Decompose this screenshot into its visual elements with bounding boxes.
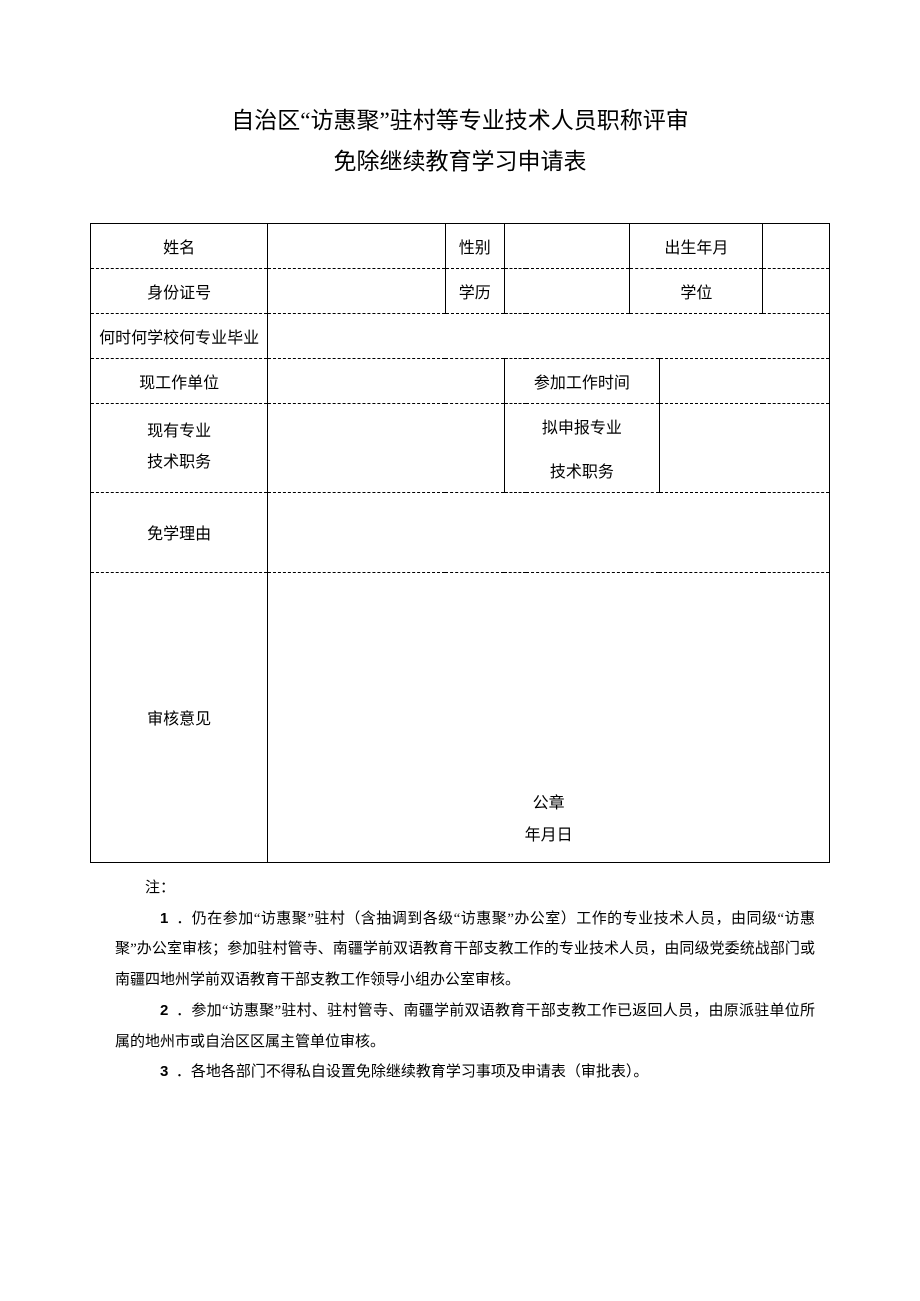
apply-title-label-l1: 拟申报专业 [504, 403, 659, 448]
note-2-text: ．参加“访惠聚”驻村、驻村管寺、南疆学前双语教育干部支教工作已返回人员，由原派驻… [115, 1003, 815, 1050]
gender-field[interactable] [504, 223, 630, 268]
table-row: 现有专业 技术职务 拟申报专业 [91, 403, 830, 448]
title-line-2: 免除继续教育学习申请表 [334, 149, 587, 174]
name-label: 姓名 [91, 223, 268, 268]
reason-label: 免学理由 [91, 492, 268, 572]
note-2-num: 2 [160, 1002, 168, 1019]
id-label: 身份证号 [91, 268, 268, 313]
birth-field[interactable] [763, 223, 830, 268]
date-text: 年月日 [268, 820, 829, 852]
gender-label: 性别 [445, 223, 504, 268]
reason-field[interactable] [268, 492, 830, 572]
note-3-text: ．各地各部门不得私自设置免除继续教育学习事项及申请表（审批表）。 [176, 1064, 649, 1080]
notes-header: 注： [115, 873, 815, 904]
seal-text: 公章 [268, 788, 829, 820]
id-field[interactable] [268, 268, 445, 313]
note-3-num: 3 [160, 1063, 168, 1080]
name-field[interactable] [268, 223, 445, 268]
document-title: 自治区“访惠聚”驻村等专业技术人员职称评审 免除继续教育学习申请表 [90, 100, 830, 183]
review-label: 审核意见 [91, 572, 268, 862]
work-time-field[interactable] [659, 358, 829, 403]
table-row: 审核意见 公章 年月日 [91, 572, 830, 862]
current-title-label-l1: 现有专业 [147, 423, 211, 440]
edu-label: 学历 [445, 268, 504, 313]
graduation-field[interactable] [268, 313, 830, 358]
note-1-num: 1 [160, 910, 168, 927]
table-row: 免学理由 [91, 492, 830, 572]
apply-title-field[interactable] [659, 403, 829, 492]
table-row: 身份证号 学历 学位 [91, 268, 830, 313]
degree-field[interactable] [763, 268, 830, 313]
note-1-text: ．仍在参加“访惠聚”驻村（含抽调到各级“访惠聚”办公室）工作的专业技术人员，由同… [115, 911, 815, 989]
current-title-field[interactable] [268, 403, 504, 492]
note-3: 3 ．各地各部门不得私自设置免除继续教育学习事项及申请表（审批表）。 [115, 1057, 815, 1088]
table-row: 何时何学校何专业毕业 [91, 313, 830, 358]
current-title-label-l2: 技术职务 [147, 454, 211, 471]
work-time-label: 参加工作时间 [504, 358, 659, 403]
apply-title-label-l2: 技术职务 [504, 448, 659, 493]
table-row: 姓名 性别 出生年月 [91, 223, 830, 268]
application-form-table: 姓名 性别 出生年月 身份证号 学历 学位 何时何学校何专业毕业 现工作单位 参… [90, 223, 830, 863]
edu-field[interactable] [504, 268, 630, 313]
current-title-label: 现有专业 技术职务 [91, 403, 268, 492]
work-unit-label: 现工作单位 [91, 358, 268, 403]
title-line-1: 自治区“访惠聚”驻村等专业技术人员职称评审 [231, 108, 688, 133]
review-footer: 公章 年月日 [268, 788, 829, 852]
note-1: 1．仍在参加“访惠聚”驻村（含抽调到各级“访惠聚”办公室）工作的专业技术人员，由… [115, 904, 815, 996]
note-2: 2．参加“访惠聚”驻村、驻村管寺、南疆学前双语教育干部支教工作已返回人员，由原派… [115, 996, 815, 1058]
notes-section: 注： 1．仍在参加“访惠聚”驻村（含抽调到各级“访惠聚”办公室）工作的专业技术人… [115, 873, 815, 1088]
graduation-label: 何时何学校何专业毕业 [91, 313, 268, 358]
birth-label: 出生年月 [630, 223, 763, 268]
degree-label: 学位 [630, 268, 763, 313]
work-unit-field[interactable] [268, 358, 504, 403]
review-field[interactable]: 公章 年月日 [268, 572, 830, 862]
table-row: 现工作单位 参加工作时间 [91, 358, 830, 403]
